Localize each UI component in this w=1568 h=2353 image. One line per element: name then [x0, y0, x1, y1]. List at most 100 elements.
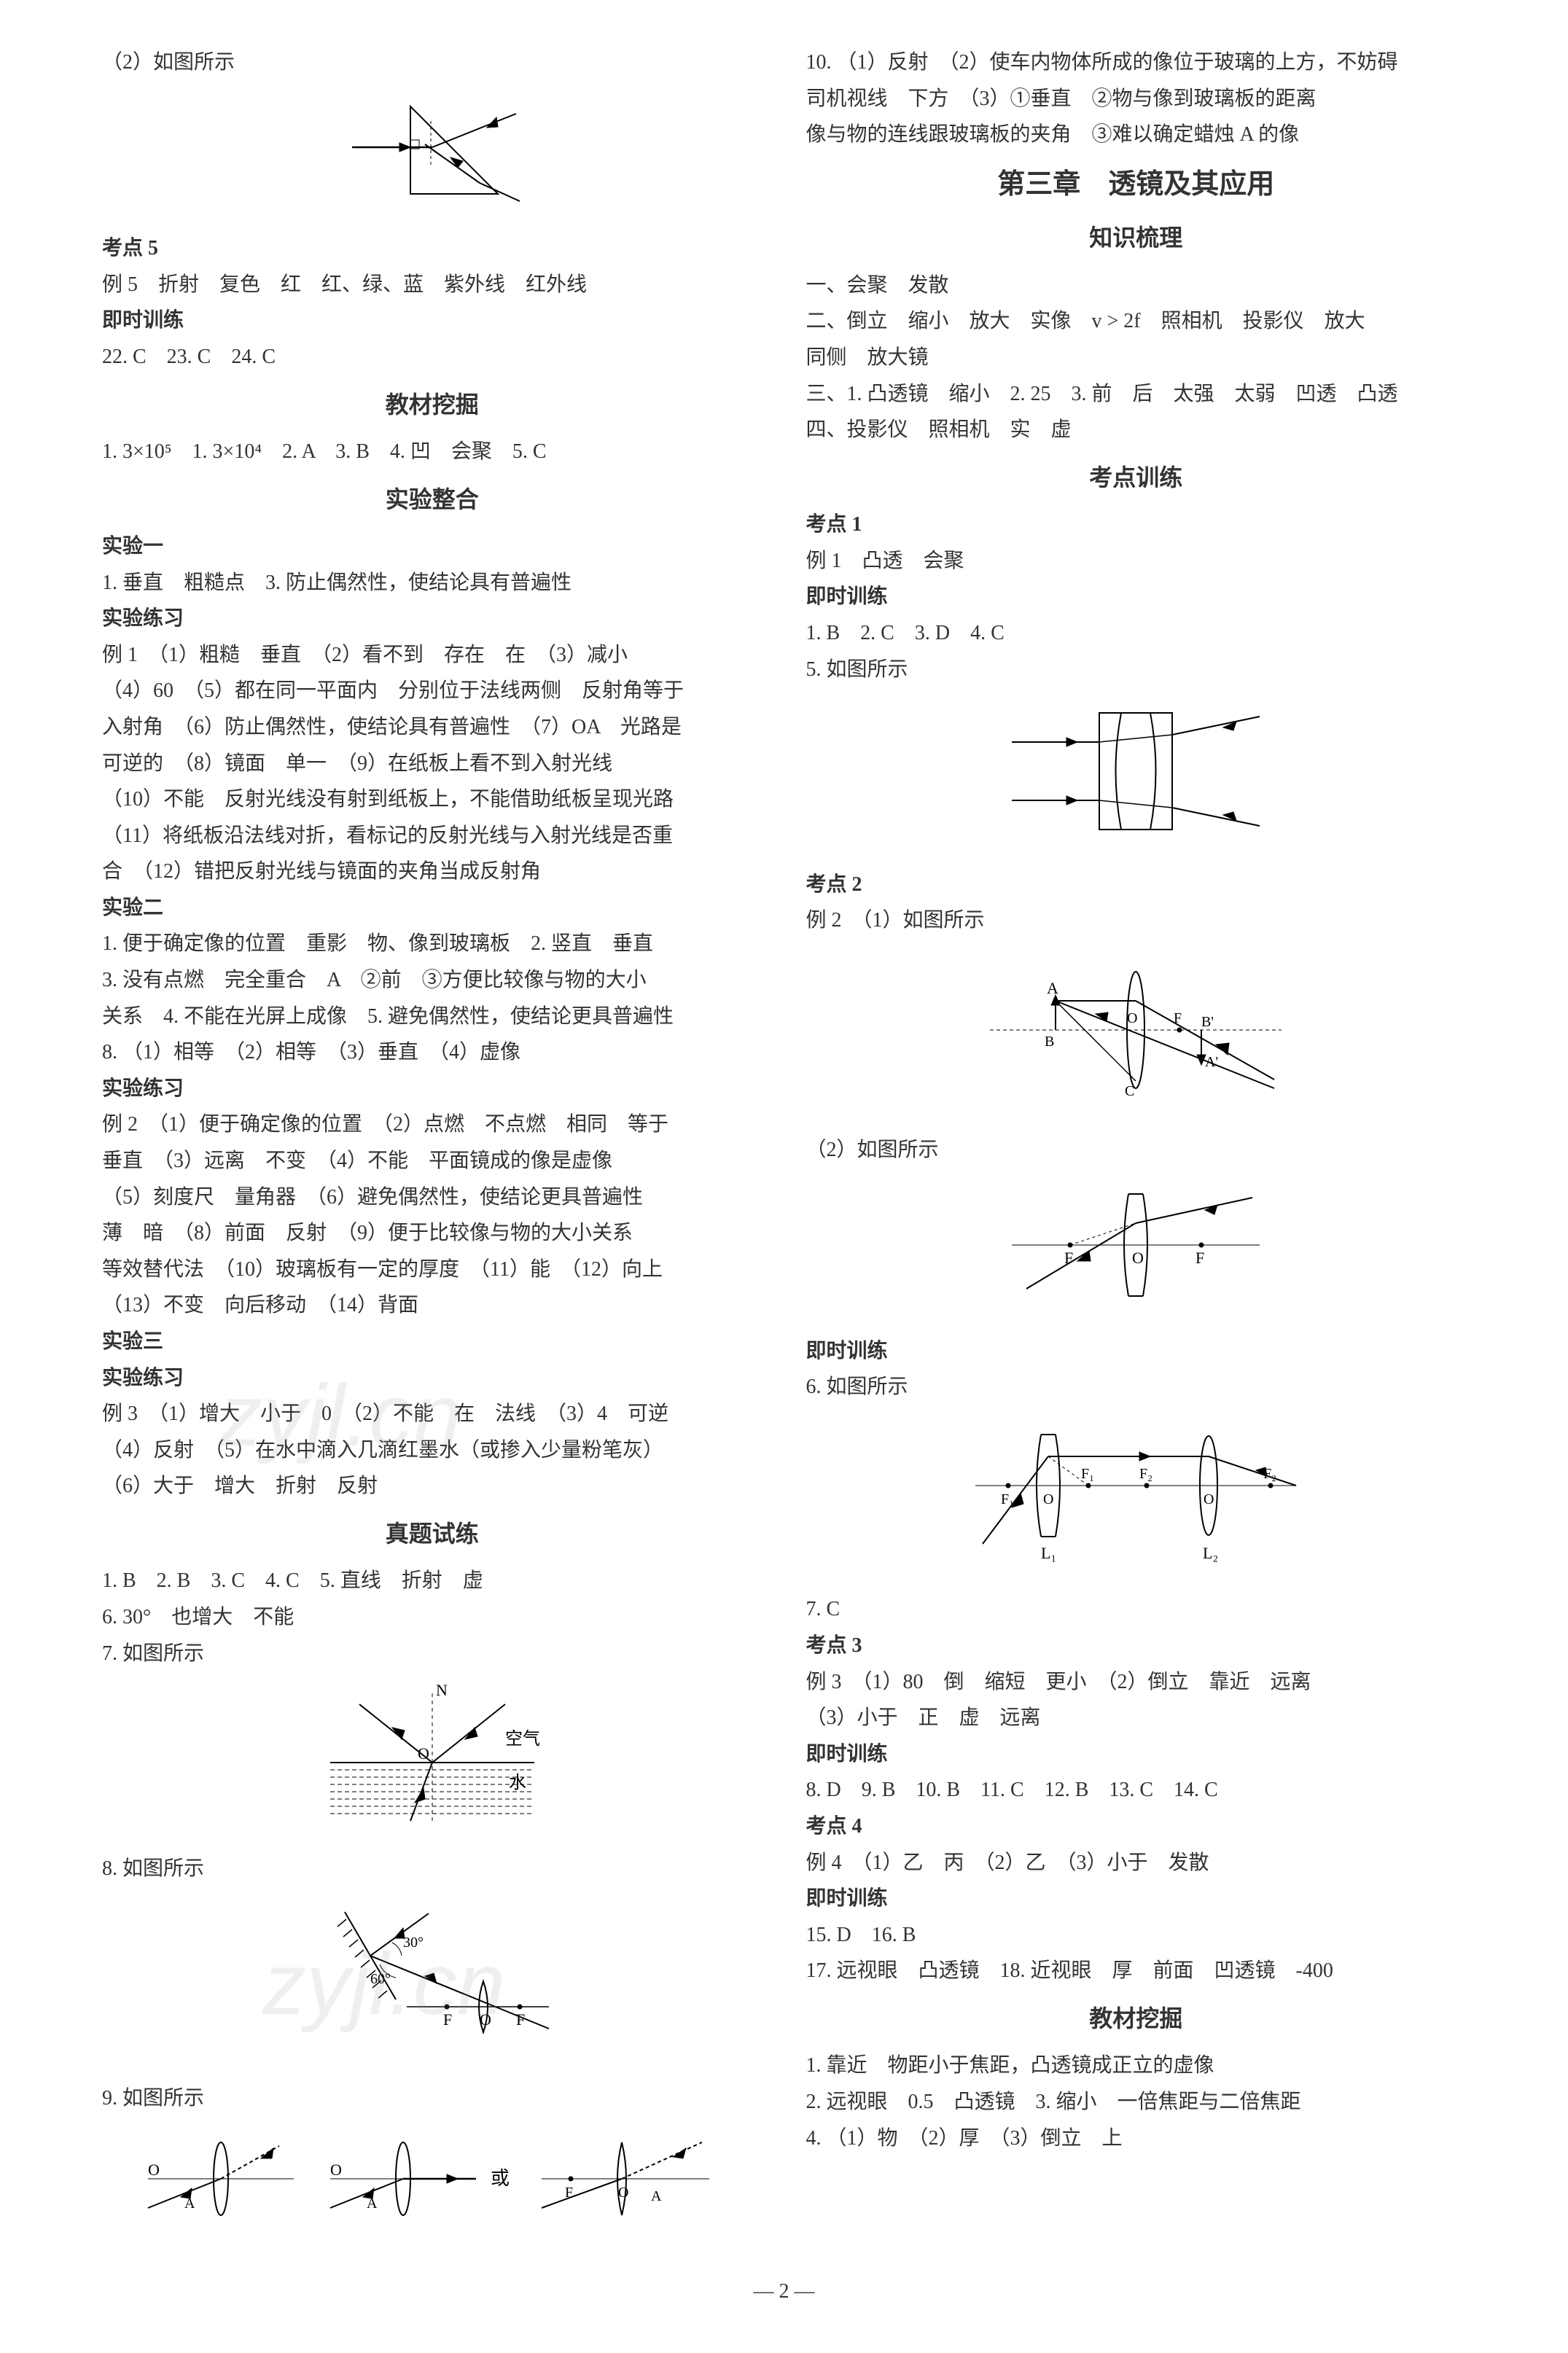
svg-text:O: O	[330, 2161, 342, 2179]
kd1-heading: 考点 1	[806, 507, 1467, 542]
jiaocai2-heading: 教材挖掘	[806, 1999, 1467, 2038]
text: （4）60 （5）都在同一平面内 分别位于法线两侧 反射角等于	[102, 674, 762, 709]
kaodian5-heading: 考点 5	[102, 231, 762, 266]
lianxi2-heading: 实验练习	[102, 1072, 762, 1107]
text: 例 4 （1）乙 丙 （2）乙 （3）小于 发散	[806, 1846, 1467, 1881]
text: 1. 靠近 物距小于焦距，凸透镜成正立的虚像	[806, 2048, 1467, 2083]
svg-text:或: 或	[491, 2168, 510, 2189]
text: 8. （1）相等 （2）相等 （3）垂直 （4）虚像	[102, 1035, 762, 1070]
svg-text:30°: 30°	[403, 1935, 424, 1951]
text: 例 2 （1）如图所示	[806, 903, 1467, 938]
text: 四、投影仪 照相机 实 虚	[806, 413, 1467, 448]
text: 司机视线 下方 （3）①垂直 ②物与像到玻璃板的距离	[806, 82, 1467, 117]
text: 关系 4. 不能在光屏上成像 5. 避免偶然性，使结论更具普遍性	[102, 999, 762, 1034]
text: 7. C	[806, 1592, 1467, 1627]
kd4-heading: 考点 4	[806, 1809, 1467, 1844]
text: 例 3 （1）增大 小于 0 （2）不能 在 法线 （3）4 可逆	[102, 1397, 762, 1432]
jishi2-heading: 即时训练	[806, 1334, 1467, 1369]
text: （13）不变 向后移动 （14）背面	[102, 1288, 762, 1323]
kaodian-heading: 考点训练	[806, 458, 1467, 497]
fig9-lenses: O A O A 或 F	[102, 2128, 762, 2241]
shiyan1-heading: 实验一	[102, 529, 762, 564]
text: 例 1 （1）粗糙 垂直 （2）看不到 存在 在 （3）减小	[102, 638, 762, 673]
svg-text:A: A	[367, 2196, 378, 2212]
text: 8. D 9. B 10. B 11. C 12. B 13. C 14. C	[806, 1773, 1467, 1808]
text: 15. D 16. B	[806, 1918, 1467, 1953]
text: （5）刻度尺 量角器 （6）避免偶然性，使结论更具普遍性	[102, 1180, 762, 1215]
lianxi1-heading: 实验练习	[102, 601, 762, 636]
text: （3）小于 正 虚 远离	[806, 1701, 1467, 1736]
text: 10. （1）反射 （2）使车内物体所成的像位于玻璃的上方，不妨碍	[806, 45, 1467, 80]
svg-text:L₂: L₂	[1203, 1544, 1218, 1562]
kd3-heading: 考点 3	[806, 1628, 1467, 1663]
svg-text:O: O	[1132, 1249, 1144, 1267]
jiaocai-heading: 教材挖掘	[102, 385, 762, 424]
text: 22. C 23. C 24. C	[102, 340, 762, 375]
kd2-heading: 考点 2	[806, 867, 1467, 902]
text: 9. 如图所示	[102, 2081, 762, 2116]
svg-text:A': A'	[1205, 1054, 1218, 1070]
fig7-refraction: N O 空气 水	[102, 1682, 762, 1840]
text: 例 1 凸透 会聚	[806, 544, 1467, 579]
svg-text:B: B	[1045, 1034, 1054, 1050]
zhenti-heading: 真题试练	[102, 1514, 762, 1553]
svg-text:F₂: F₂	[1139, 1466, 1152, 1482]
zhishi-heading: 知识梳理	[806, 218, 1467, 257]
svg-text:F: F	[443, 2010, 452, 2029]
text: 等效替代法 （10）玻璃板有一定的厚度 （11）能 （12）向上	[102, 1252, 762, 1287]
text: （11）将纸板沿法线对折，看标记的反射光线与入射光线是否重	[102, 819, 762, 854]
page-number: — 2 —	[102, 2274, 1466, 2309]
text: 1. B 2. C 3. D 4. C	[806, 616, 1467, 651]
text: 17. 远视眼 凸透镜 18. 近视眼 厚 前面 凹透镜 -400	[806, 1954, 1467, 1989]
shiyan-heading: 实验整合	[102, 480, 762, 519]
text: （6）大于 增大 折射 反射	[102, 1469, 762, 1504]
text: 三、1. 凸透镜 缩小 2. 25 3. 前 后 太强 太弱 凹透 凸透	[806, 377, 1467, 412]
svg-text:F: F	[1195, 1249, 1204, 1267]
svg-text:空气: 空气	[505, 1729, 540, 1749]
text: 7. 如图所示	[102, 1636, 762, 1671]
text: 1. B 2. B 3. C 4. C 5. 直线 折射 虚	[102, 1564, 762, 1599]
svg-text:L₁: L₁	[1041, 1544, 1056, 1562]
text: 6. 30° 也增大 不能	[102, 1600, 762, 1635]
svg-text:F: F	[516, 2010, 525, 2029]
svg-text:O: O	[148, 2161, 160, 2179]
fig5-concave-lens	[806, 698, 1467, 856]
text: 薄 暗 （8）前面 反射 （9）便于比较像与物的大小关系	[102, 1216, 762, 1251]
svg-text:O: O	[1127, 1010, 1137, 1026]
text: 8. 如图所示	[102, 1851, 762, 1886]
shiyan2-heading: 实验二	[102, 891, 762, 926]
text: 同侧 放大镜	[806, 340, 1467, 375]
text: 像与物的连线跟玻璃板的夹角 ③难以确定蜡烛 A 的像	[806, 117, 1467, 152]
fig8-mirror-lens: 30° 60° F O F	[102, 1897, 762, 2069]
svg-text:O: O	[418, 1744, 429, 1763]
svg-text:O: O	[480, 2010, 491, 2029]
prism-figure	[102, 92, 762, 220]
fig6-two-lens: F₁ F₁ O F₂ O F₂ L₁ L₂	[806, 1416, 1467, 1581]
fig-kd2-2: F O F	[806, 1179, 1467, 1322]
left-column: （2）如图所示 考点 5 例 5 折射 复色 红 红、绿、蓝 紫外线 红外线 即…	[102, 44, 762, 2252]
jishi-heading: 即时训练	[102, 303, 762, 338]
svg-text:O: O	[618, 2185, 628, 2201]
chapter3-title: 第三章 透镜及其应用	[806, 161, 1467, 208]
text: 合 （12）错把反射光线与镜面的夹角当成反射角	[102, 854, 762, 889]
text: 6. 如图所示	[806, 1370, 1467, 1405]
lianxi3-heading: 实验练习	[102, 1361, 762, 1396]
text: （2）如图所示	[102, 45, 762, 80]
jishi-heading: 即时训练	[806, 1881, 1467, 1916]
text: 5. 如图所示	[806, 652, 1467, 687]
jishi-heading: 即时训练	[806, 580, 1467, 614]
svg-text:B': B'	[1201, 1014, 1214, 1030]
text: 3. 没有点燃 完全重合 A ②前 ③方便比较像与物的大小	[102, 963, 762, 998]
text: 1. 便于确定像的位置 重影 物、像到玻璃板 2. 竖直 垂直	[102, 926, 762, 961]
svg-text:A: A	[1047, 979, 1058, 997]
svg-text:水: 水	[509, 1773, 526, 1792]
right-column: 10. （1）反射 （2）使车内物体所成的像位于玻璃的上方，不妨碍 司机视线 下…	[806, 44, 1467, 2252]
svg-text:O: O	[1204, 1491, 1214, 1507]
text: 入射角 （6）防止偶然性，使结论具有普遍性 （7）OA 光路是	[102, 710, 762, 745]
shiyan3-heading: 实验三	[102, 1324, 762, 1359]
text: 1. 垂直 粗糙点 3. 防止偶然性，使结论具有普遍性	[102, 566, 762, 601]
text: 例 2 （1）便于确定像的位置 （2）点燃 不点燃 相同 等于	[102, 1107, 762, 1142]
fig-kd2-1: F O A B A' B' C	[806, 950, 1467, 1122]
text: （10）不能 反射光线没有射到纸板上，不能借助纸板呈现光路	[102, 782, 762, 817]
text: 2. 远视眼 0.5 凸透镜 3. 缩小 一倍焦距与二倍焦距	[806, 2085, 1467, 2120]
